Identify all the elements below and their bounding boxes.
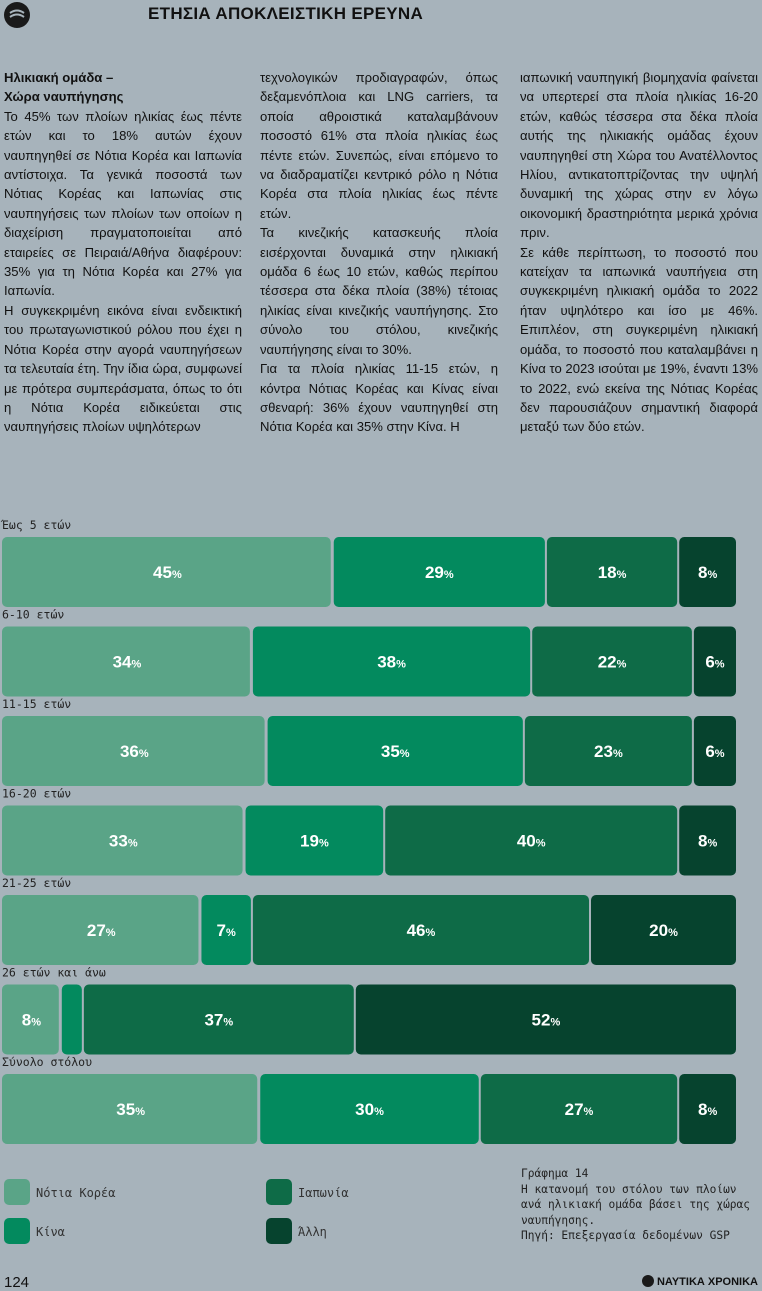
article-paragraph: Τα κινεζικής κατασκευής πλοία εισέρχοντα… [260,225,498,357]
bar-value-label: 6% [705,742,724,761]
bar-segment [2,984,59,1055]
bar-value-label: 40% [517,832,546,851]
bar-value-label: 37% [204,1011,233,1030]
article-paragraph: Το 45% των πλοίων ηλικίας έως πέντε ετών… [4,108,242,299]
bar-segment [385,805,678,876]
bar-segment [201,895,251,965]
bar-segment [693,716,736,786]
bar-value-label: 29% [425,563,454,582]
bar-value-label: 45% [153,563,182,582]
bar-value-label: 22% [598,653,627,672]
bar-segment [252,895,589,965]
bar-value-label: 36% [120,742,149,761]
bar-segment [355,984,736,1055]
bar-segment [591,895,736,965]
bar-segment [83,984,354,1055]
bar-value-label: 7% [217,921,236,940]
bar-value-label: 34% [113,653,142,672]
article-paragraph: τεχνολογικών προδιαγραφών, όπως δεξαμενό… [260,70,498,221]
bar-value-label: 35% [116,1100,145,1119]
bar-segment [245,805,384,876]
bar-segment [679,805,736,876]
caption-description: Η κατανομή του στόλου των πλοίων ανά ηλι… [521,1182,751,1227]
legend-swatch [4,1218,30,1244]
article-column-2: τεχνολογικών προδιαγραφών, όπως δεξαμενό… [260,68,498,437]
category-label: 6-10 ετών [2,608,64,622]
caption-source: Πηγή: Επεξεργασία δεδομένων GSP [521,1229,730,1243]
bar-value-label: 27% [565,1100,594,1119]
article-paragraph: ιαπωνική ναυπηγική βιομηχανία φαίνεται ν… [520,70,758,241]
article-column-1: Ηλικιακή ομάδα – Χώρα ναυπήγησης Το 45% τ… [4,68,242,437]
bar-value-label: 20% [649,921,678,940]
bar-value-label: 8% [698,1100,717,1119]
bar-value-label: 52% [532,1011,561,1030]
legend-swatch [266,1179,292,1205]
bar-value-label: 8% [698,563,717,582]
bar-segment [333,537,545,607]
category-label: 26 ετών και άνω [2,966,106,980]
category-label: 16-20 ετών [2,787,71,801]
bar-segment [61,984,82,1055]
bar-segment [2,895,199,965]
bar-value-label: 27% [87,921,116,940]
bar-value-label: 46% [407,921,436,940]
page-header-title: ΕΤΗΣΙΑ ΑΠΟΚΛΕΙΣΤΙΚΗ ΕΡΕΥΝΑ [148,4,424,23]
article-paragraph: Για τα πλοία ηλικίας 11-15 ετών, η κόντρ… [260,361,498,435]
bar-segment [2,626,250,697]
bar-segment [524,716,692,786]
legend-label: Κίνα [36,1225,65,1239]
caption-title: Γράφημα 14 [521,1167,589,1180]
bar-segment [679,537,736,607]
bar-segment [679,1074,736,1144]
category-label: 11-15 ετών [2,697,71,711]
category-label: Σύνολο στόλου [2,1055,92,1069]
bar-value-label: 6% [705,653,724,672]
article-paragraph: Σε κάθε περίπτωση, το ποσοστό που κατείχ… [520,244,758,435]
article-column-3: ιαπωνική ναυπηγική βιομηχανία φαίνεται ν… [520,68,758,437]
bar-segment [546,537,678,607]
bar-value-label: 23% [594,742,623,761]
category-label: 21-25 ετών [2,876,71,890]
bar-value-label: 19% [300,832,329,851]
brand-logo-icon [641,1275,654,1287]
article-paragraph: Η συγκεκριμένη εικόνα είναι ενδεικτική τ… [4,302,242,435]
bar-segment [532,626,692,697]
bar-value-label: 18% [598,563,627,582]
bar-segment [267,716,523,786]
bar-value-label: 38% [377,653,406,672]
stacked-bar-chart: Έως 5 ετών 45% 29% 18% 8% 6-10 ετών 34% 38% 22% 6… [0,518,736,1144]
bar-value-label: 35% [381,742,410,761]
legend-label: Άλλη [298,1225,327,1239]
legend-swatch [266,1218,292,1244]
bar-segment [2,716,265,786]
bar-value-label: 30% [355,1100,384,1119]
bar-value-label: 33% [109,832,138,851]
legend-swatch [4,1179,30,1205]
footer-brand: ΝΑΥΤΙΚΑ ΧΡΟΝΙΚΑ [641,1275,758,1288]
page-number: 124 [4,1274,30,1291]
bar-segment [260,1074,479,1144]
magazine-logo-icon [4,2,30,28]
legend-label: Ιαπωνία [298,1186,349,1200]
bar-value-label: 8% [698,832,717,851]
bar-segment [480,1074,678,1144]
chart-caption: Γράφημα 14 Η κατανομή του στόλου των πλο… [521,1166,761,1244]
bar-segment [2,805,243,876]
bar-segment [693,626,736,697]
legend-label: Νότια Κορέα [36,1186,116,1200]
bar-segment [2,1074,258,1144]
category-label: Έως 5 ετών [0,518,71,532]
bar-segment [252,626,531,697]
bar-value-label: 8% [22,1011,41,1030]
article-subheading: Ηλικιακή ομάδα – Χώρα ναυπήγησης [4,70,124,105]
bar-segment [2,537,331,607]
